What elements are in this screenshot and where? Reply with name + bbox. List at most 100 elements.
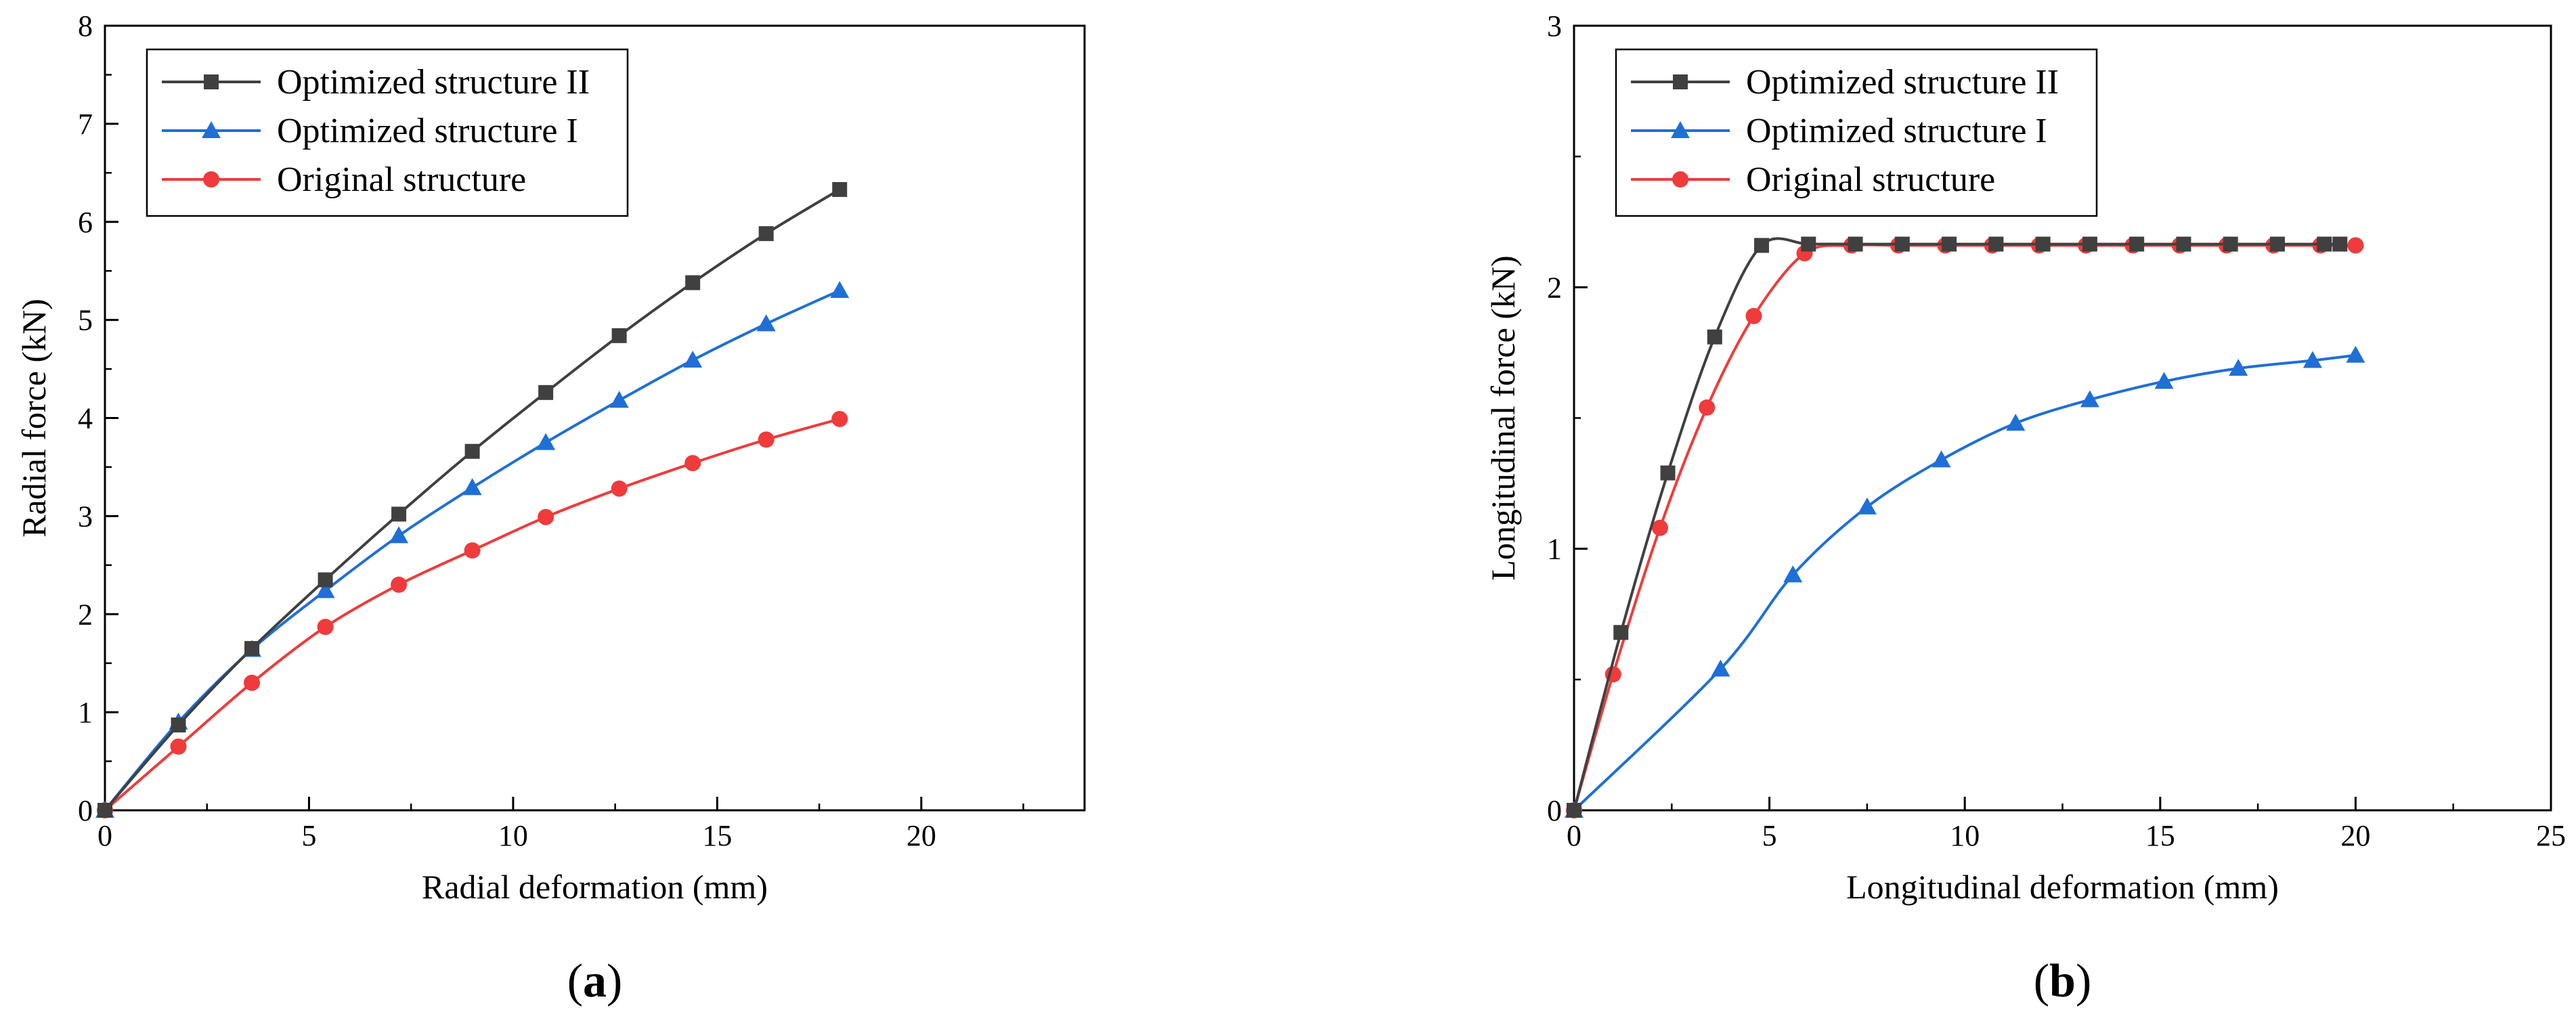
y-tick-label: 0	[78, 794, 93, 827]
chart-panel-b: 0 5 10 15 20 25 0 1 2 3 Longitudinal deformation (…	[1484, 9, 2566, 1007]
x-tick-label: 20	[2340, 819, 2370, 852]
data-point	[1988, 236, 2004, 252]
data-point	[1707, 329, 1722, 345]
legend-label: Optimized structure II	[1746, 63, 2059, 102]
data-point	[170, 738, 187, 755]
series-layer	[1565, 236, 2365, 818]
legend-label: Optimized structure I	[1746, 112, 2047, 150]
legend: Optimized structure II Optimized structur…	[146, 48, 629, 217]
data-point	[2269, 236, 2285, 252]
data-point	[758, 226, 774, 242]
series-line	[1573, 353, 2356, 812]
legend-swatch-marker	[1671, 121, 1690, 138]
data-point	[756, 314, 776, 332]
data-point	[1745, 307, 1762, 324]
data-point	[684, 455, 701, 472]
data-point	[1942, 236, 1957, 252]
data-point	[830, 281, 850, 299]
y-axis-title: Longitudinal force (kN)	[1484, 255, 1522, 580]
legend-swatch-marker	[1673, 74, 1688, 89]
y-tick-label: 0	[1547, 794, 1562, 827]
data-point	[2229, 359, 2248, 376]
data-point	[318, 572, 333, 588]
data-point	[317, 619, 334, 636]
data-point	[389, 526, 409, 544]
data-point	[2223, 236, 2238, 252]
y-tick-label: 4	[78, 402, 93, 435]
y-tick-label: 1	[78, 696, 93, 729]
panel-label: (a)	[567, 955, 623, 1007]
series-optimized-structure-ii	[1567, 236, 2348, 818]
data-point	[609, 391, 629, 408]
legend-swatch-marker	[204, 74, 219, 89]
data-point	[685, 275, 701, 290]
x-tick-label: 5	[1762, 819, 1777, 852]
y-axis-title: Radial force (kN)	[15, 299, 53, 537]
data-point	[611, 480, 628, 497]
data-point	[2129, 236, 2145, 252]
x-axis-title: Radial deformation (mm)	[422, 868, 768, 906]
legend: Optimized structure II Optimized structur…	[1615, 48, 2098, 217]
y-tick-label: 3	[1547, 9, 1562, 43]
data-point	[244, 674, 261, 691]
x-tick-label: 10	[498, 819, 528, 852]
series-line	[1573, 237, 2340, 811]
data-point	[391, 576, 408, 593]
data-point	[831, 410, 848, 427]
x-tick-label: 0	[1567, 819, 1581, 852]
panel-label-letter: a	[583, 955, 607, 1007]
data-point	[1783, 565, 1803, 583]
data-point	[2154, 372, 2174, 389]
legend-label: Optimized structure II	[277, 63, 590, 102]
panel-label-close: )	[2076, 955, 2091, 1007]
y-tick-label: 1	[1547, 533, 1562, 566]
data-point	[1613, 625, 1629, 640]
series-line	[1573, 243, 2356, 811]
legend-label: Optimized structure I	[277, 112, 578, 150]
series-line	[104, 188, 841, 812]
data-point	[1567, 803, 1581, 818]
series-optimized-structure-i	[1565, 345, 2365, 818]
data-point	[2035, 236, 2051, 252]
data-point	[536, 433, 556, 450]
data-point	[97, 803, 112, 818]
data-point	[2317, 236, 2332, 252]
data-point	[2176, 236, 2191, 252]
data-point	[1754, 238, 1770, 253]
legend-box	[1615, 48, 2098, 217]
panel-label-open: (	[567, 955, 583, 1007]
data-point	[2302, 351, 2322, 368]
x-tick-label: 0	[97, 819, 112, 852]
y-tick-label: 6	[78, 206, 93, 239]
legend-box	[146, 48, 629, 217]
data-point	[1711, 659, 1730, 677]
data-point	[1894, 236, 1910, 252]
data-point	[1931, 450, 1951, 468]
data-point	[462, 478, 482, 496]
data-point	[758, 431, 774, 448]
data-point	[1651, 519, 1668, 536]
data-point	[1857, 497, 1877, 514]
data-point	[1699, 399, 1716, 416]
x-tick-label: 10	[1950, 819, 1980, 852]
series-line	[104, 418, 840, 812]
legend-label: Original structure	[1746, 160, 1995, 199]
y-tick-label: 2	[1547, 271, 1562, 304]
series-layer	[95, 181, 850, 818]
data-point	[171, 717, 186, 732]
series-original-structure	[1566, 237, 2364, 818]
data-point	[832, 181, 848, 197]
data-point	[2346, 345, 2365, 363]
data-point	[2082, 236, 2097, 252]
data-point	[2347, 237, 2364, 254]
legend-swatch-marker	[202, 121, 221, 138]
series-original-structure	[97, 410, 848, 818]
legend-swatch-marker	[203, 171, 219, 188]
y-tick-label: 3	[78, 500, 93, 533]
series-optimized-structure-ii	[97, 181, 848, 818]
data-point	[683, 351, 703, 368]
x-tick-label: 25	[2536, 819, 2566, 852]
data-point	[315, 581, 335, 598]
panel-label-close: )	[607, 955, 622, 1007]
